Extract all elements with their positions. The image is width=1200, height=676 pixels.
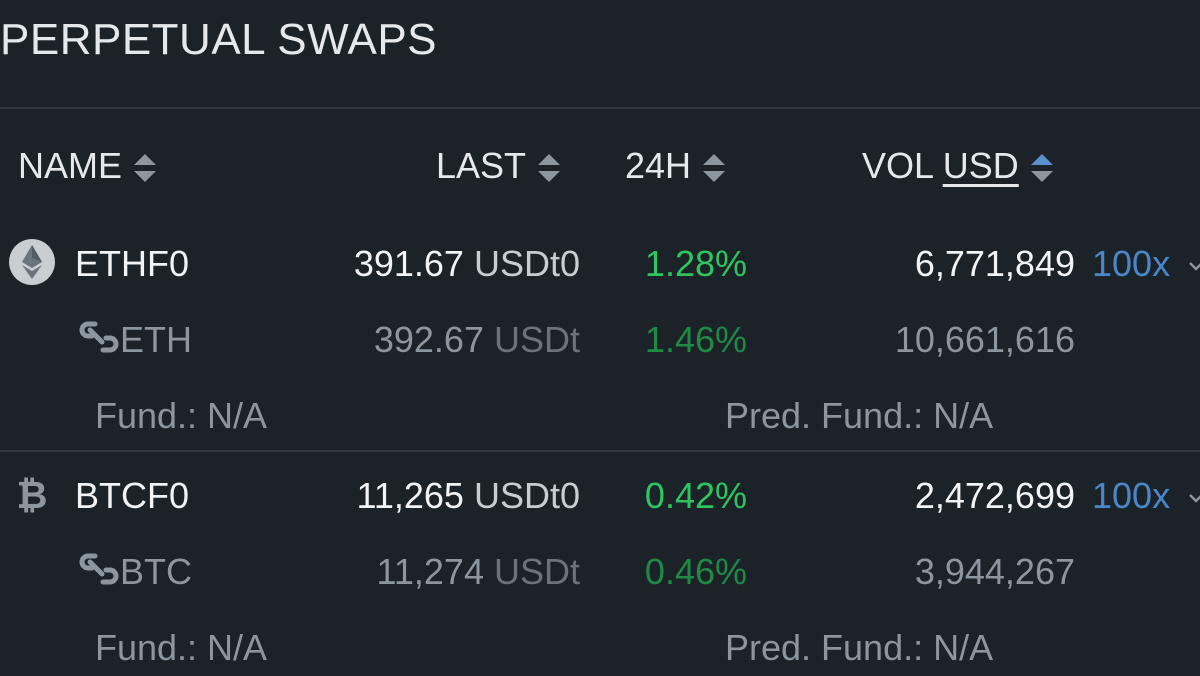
linked-volume: 10,661,616 — [894, 319, 1075, 360]
chevron-down-icon[interactable] — [1188, 490, 1200, 506]
linked-volume: 3,944,267 — [914, 551, 1075, 592]
name-column-header[interactable]: NAME — [18, 140, 158, 192]
row-last-price: 11,265 USDt0 — [280, 470, 580, 522]
volume-column-header[interactable]: VOL USD — [862, 140, 1055, 192]
volume-unit-toggle[interactable]: USD — [942, 145, 1019, 186]
page-title: PERPETUAL SWAPS — [0, 15, 438, 64]
row-volume: 6,771,849 — [914, 243, 1075, 284]
linked-symbol[interactable]: ETH — [78, 314, 192, 366]
last-price-value: 391.67 — [353, 243, 464, 284]
linked-last-unit: USDt — [493, 319, 580, 360]
volume-column-label: VOL — [862, 145, 933, 186]
funding-rate: Fund.: N/A — [95, 395, 268, 436]
linked-change-24h: 1.46% — [644, 319, 747, 360]
chevron-down-icon[interactable] — [1188, 258, 1200, 274]
row-volume: 2,472,699 — [914, 475, 1075, 516]
row-change-24h: 0.42% — [644, 475, 747, 516]
linked-symbol[interactable]: BTC — [78, 546, 192, 598]
ethereum-icon — [9, 239, 55, 285]
linked-last-unit: USDt — [493, 551, 580, 592]
change-24h-column-label: 24H — [625, 145, 692, 186]
linked-symbol-label: BTC — [120, 551, 192, 592]
svg-text:₿: ₿ — [17, 473, 48, 517]
leverage-badge[interactable]: 100x — [1092, 243, 1171, 284]
linked-last-price: 11,274 USDt — [280, 546, 580, 598]
sort-icon — [134, 154, 157, 183]
linked-last-value: 392.67 — [373, 319, 484, 360]
last-column-label: LAST — [436, 145, 527, 186]
last-price-unit: USDt0 — [473, 243, 580, 284]
last-price-value: 11,265 — [356, 475, 464, 516]
row-divider — [0, 450, 1200, 452]
last-column-header[interactable]: LAST — [436, 140, 562, 192]
row-symbol[interactable]: BTCF0 — [75, 475, 190, 516]
last-price-unit: USDt0 — [473, 475, 580, 516]
leverage-badge[interactable]: 100x — [1092, 475, 1171, 516]
funding-rate: Fund.: N/A — [95, 627, 268, 668]
row-symbol[interactable]: ETHF0 — [75, 243, 190, 284]
title-divider — [0, 107, 1200, 109]
row-change-24h: 1.28% — [644, 243, 747, 284]
link-icon — [79, 553, 119, 585]
row-last-price: 391.67 USDt0 — [280, 238, 580, 290]
predicted-funding-rate: Pred. Fund.: N/A — [725, 395, 994, 436]
link-icon — [79, 321, 119, 353]
predicted-funding-rate: Pred. Fund.: N/A — [725, 627, 994, 668]
linked-last-price: 392.67 USDt — [280, 314, 580, 366]
linked-symbol-label: ETH — [120, 319, 192, 360]
sort-icon — [703, 154, 726, 183]
sort-icon — [538, 154, 561, 183]
change-24h-column-header[interactable]: 24H — [625, 140, 727, 192]
linked-last-value: 11,274 — [376, 551, 484, 592]
bitcoin-icon: ₿ — [17, 473, 48, 517]
linked-change-24h: 0.46% — [644, 551, 747, 592]
sort-active-icon — [1030, 154, 1053, 183]
name-column-label: NAME — [18, 145, 123, 186]
